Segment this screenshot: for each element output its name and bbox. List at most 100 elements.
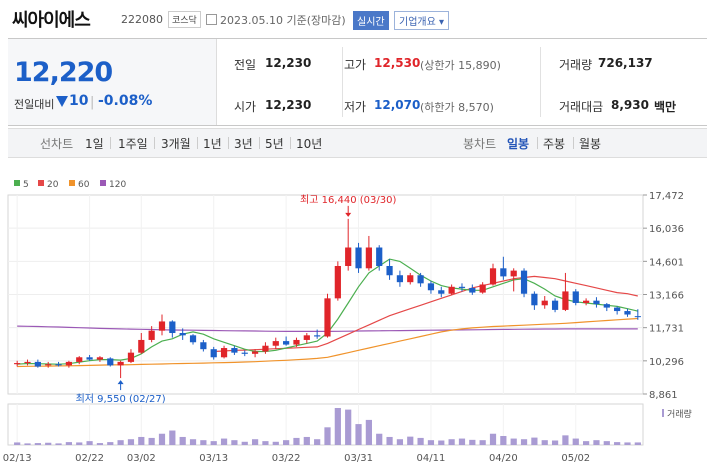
candle-body [293,339,300,345]
trade-value: 8,930 [611,98,649,112]
change-value: 10 [69,93,89,109]
candle [251,349,259,358]
tab-1y[interactable]: 1년 [203,137,222,151]
company-info-dropdown[interactable]: 기업개요 ▾ [394,11,449,30]
candle-body [345,247,352,266]
tab-separator [537,137,538,149]
candle-body [148,330,155,340]
candle [148,326,155,343]
candle-chart-label[interactable]: 봉차트 [463,137,497,151]
divider [342,47,343,117]
y-tick-label: 13,166 [649,291,684,302]
candle-body [272,341,279,346]
candle-body [417,275,424,284]
volume-bar [386,436,393,445]
stock-code: 222080 [121,13,163,26]
volume-bar [169,430,176,445]
candle [489,263,497,286]
candle [241,350,248,357]
x-tick-label: 03/22 [272,453,301,464]
volume-bar [158,433,166,445]
candle-body [76,357,83,362]
tab-monthly[interactable]: 월봉 [579,137,602,151]
line-chart-label[interactable]: 선차트 [40,137,74,151]
volume-bar [65,442,72,445]
candle [593,297,600,308]
candle [24,359,31,366]
candle [158,314,166,336]
min-arrow-head [117,380,124,385]
candle [189,334,197,345]
volume-bar [458,438,466,445]
candle [634,309,641,320]
volume-bar [148,437,155,445]
candle-body [583,300,590,303]
candle-body [469,287,476,293]
y-tick-label: 8,861 [649,390,678,401]
candle [551,298,559,313]
volume-bar [55,443,62,445]
candle-body [334,265,341,299]
volume-bar [427,440,435,445]
min-annotation: 최저 9,550 (02/27) [76,393,166,405]
tab-10y[interactable]: 10년 [296,137,323,151]
x-tick-label: 04/20 [489,453,518,464]
volume-legend-swatch [662,409,664,417]
candle [107,357,114,367]
candle [427,281,435,294]
candle-body [386,265,393,276]
volume-bar [614,442,621,445]
candle-body [107,358,114,366]
candle-body [624,311,631,315]
candle-body [14,363,21,365]
divider [540,47,541,117]
candle-body [489,268,497,285]
candlestick-chart[interactable]: 5 20 60 120 17,472 16,036 14,601 13,166 11,731 10… [0,176,707,475]
candle [283,336,290,346]
candle-body [365,247,372,269]
volume-bar [303,436,310,445]
volume-bar [251,439,259,445]
volume-bar [510,438,517,445]
volume-bar [479,440,486,445]
candle [334,261,341,301]
volume-bar [241,441,248,445]
candle-body [531,293,538,306]
tab-weekly[interactable]: 주봉 [543,137,566,151]
candle-body [127,352,135,362]
tab-3m[interactable]: 3개월 [161,137,191,151]
quote-date-text: 2023.05.10 기준(장마감) [220,14,346,27]
candle-body [24,361,31,364]
legend-label-120: 120 [109,180,126,190]
tab-separator [573,137,574,149]
tab-1w[interactable]: 1주일 [118,137,148,151]
volume-bar [365,419,372,445]
legend-label-5: 5 [23,180,29,190]
candle [210,346,217,360]
legend-swatch-5 [14,180,20,186]
tab-5y[interactable]: 5년 [265,137,284,151]
volume-bar [34,443,41,445]
current-price-panel: 12,220 전일대비 10 | -0.08% [8,39,217,125]
volume-bar [138,436,145,445]
realtime-button[interactable]: 실시간 [353,11,389,30]
volume-bar [96,443,104,445]
volume-bar [417,437,424,445]
max-arrow-head [345,212,352,217]
tab-1d[interactable]: 1일 [85,137,104,151]
down-triangle-icon [56,96,68,107]
change-separator: | [90,95,95,110]
candle-body [241,352,248,354]
stock-header: 씨아이에스 222080 코스닥 2023.05.10 기준(장마감) 실시간 … [0,0,707,38]
candle-body [138,339,145,353]
x-tick-label: 04/11 [417,453,446,464]
tab-3y[interactable]: 3년 [234,137,253,151]
candle [262,342,269,354]
tab-separator [110,137,111,149]
volume-bar [624,442,631,445]
volume-bar [541,440,548,445]
volume-bar [314,439,321,445]
volume-bar [355,424,362,445]
candle-body [200,342,207,350]
tab-daily[interactable]: 일봉 [507,137,530,151]
